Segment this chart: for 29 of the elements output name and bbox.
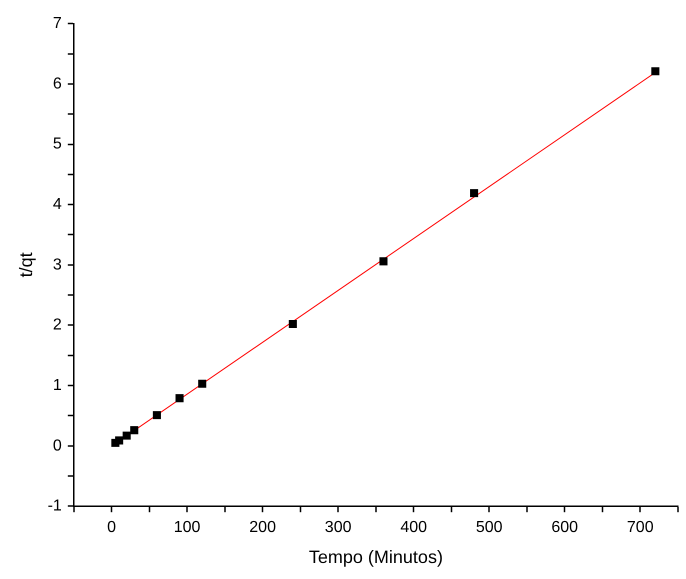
point [288, 320, 297, 328]
point [379, 257, 388, 266]
point [176, 394, 184, 402]
y-tick-label: 6 [52, 75, 62, 92]
x-tick-label: 0 [107, 519, 116, 536]
point [651, 67, 660, 76]
y-axis-title: t/qt [16, 252, 36, 278]
point [115, 436, 124, 444]
x-tick-label: 300 [324, 519, 352, 536]
x-axis-title: Tempo (Minutos) [308, 547, 443, 568]
x-tick-label: 500 [476, 519, 503, 536]
y-tick-label: -1 [48, 498, 62, 515]
point [130, 426, 138, 434]
x-tick-label: 600 [551, 519, 578, 536]
y-tick-label: 4 [52, 196, 62, 213]
point [152, 411, 161, 420]
y-tick-label: 7 [52, 15, 62, 32]
x-tick-label: 200 [249, 519, 276, 536]
point [198, 380, 206, 388]
y-tick-label: 3 [52, 256, 62, 274]
y-tick-label: 5 [52, 136, 62, 153]
x-tick-label: 700 [626, 519, 654, 536]
x-tick-label: 100 [174, 519, 201, 536]
x-tick-label: 400 [400, 519, 428, 536]
y-tick-label: 1 [52, 376, 62, 394]
point [470, 189, 478, 198]
y-tick-label: 2 [52, 316, 62, 334]
y-tick-label: 0 [52, 437, 62, 454]
point [122, 432, 131, 440]
